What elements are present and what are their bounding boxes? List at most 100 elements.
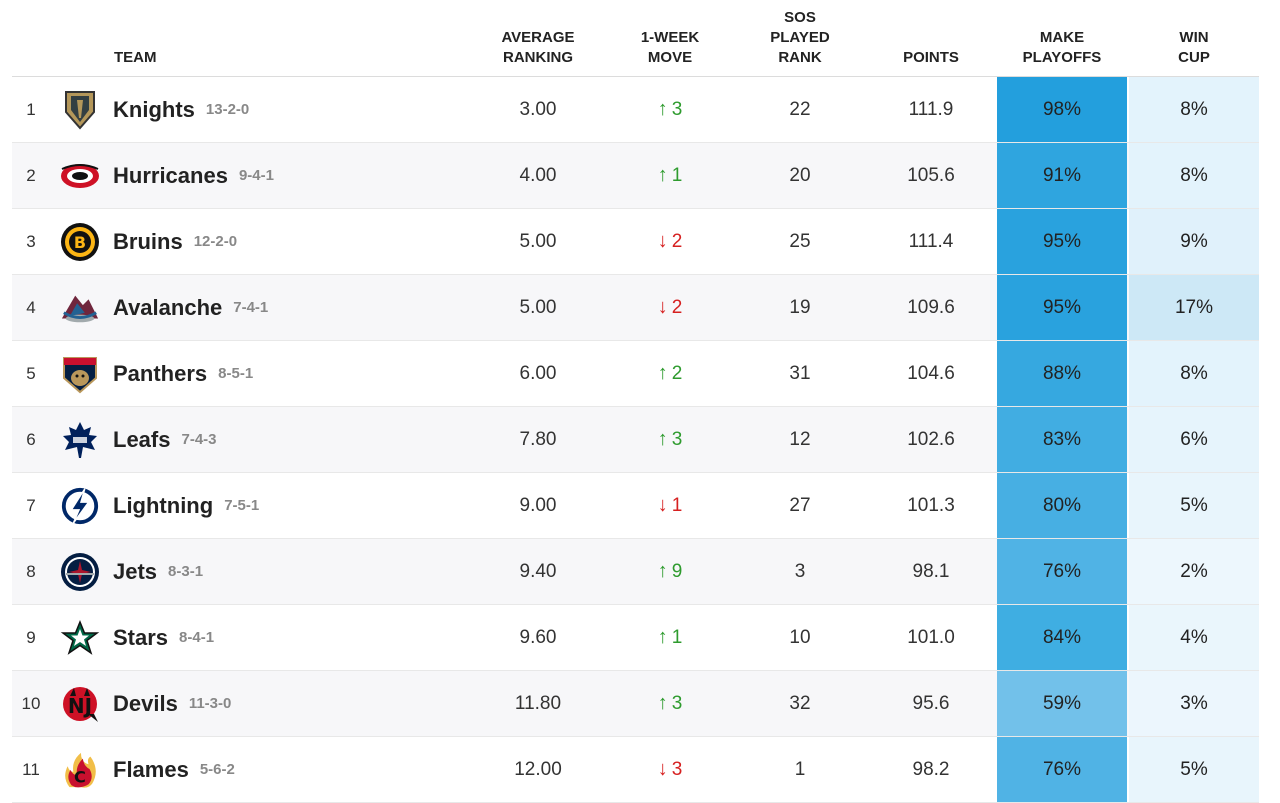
points: 98.2 <box>912 758 950 780</box>
table-row[interactable]: 7 Lightning 7-5-1 9.00 ↓ 1 27 101.3 80% 5% <box>12 473 1259 539</box>
hurricanes-logo-icon <box>60 143 100 208</box>
table-row[interactable]: 4 Avalanche 7-4-1 5.00 ↓ 2 19 109.6 95% 17% <box>12 275 1259 341</box>
rank-number: 4 <box>26 297 36 317</box>
make-playoffs-pct: 76% <box>997 539 1127 604</box>
team-name[interactable]: Bruins <box>113 228 183 254</box>
svg-text:C: C <box>74 767 86 786</box>
table-row[interactable]: 6 Leafs 7-4-3 7.80 ↑ 3 12 102.6 83% 6% <box>12 407 1259 473</box>
move-value: 1 <box>671 164 683 186</box>
average-ranking: 3.00 <box>519 98 557 120</box>
arrow-down-icon: ↓ <box>657 296 668 318</box>
table-row[interactable]: 3 B Bruins 12-2-0 5.00 ↓ 2 25 111.4 95% 9% <box>12 209 1259 275</box>
team-name[interactable]: Knights <box>113 96 195 122</box>
table-row[interactable]: 5 Panthers 8-5-1 6.00 ↑ 2 31 104.6 88% 8% <box>12 341 1259 407</box>
table-body: 1 Knights 13-2-0 3.00 ↑ 3 22 111.9 98% 8% 2 Hurrica… <box>12 77 1259 803</box>
team-name[interactable]: Avalanche <box>113 294 223 320</box>
header-team[interactable]: TEAM <box>114 49 157 66</box>
team-name[interactable]: Lightning <box>113 492 214 518</box>
header-points[interactable]: POINTS <box>903 49 959 66</box>
win-cup-pct: 3% <box>1129 671 1259 736</box>
make-playoffs-pct: 76% <box>997 737 1127 802</box>
team-name[interactable]: Devils <box>113 690 178 716</box>
move-value: 9 <box>671 560 683 582</box>
points: 111.4 <box>908 230 954 252</box>
make-playoffs-pct: 59% <box>997 671 1127 736</box>
table-row[interactable]: 2 Hurricanes 9-4-1 4.00 ↑ 1 20 105.6 91% 8% <box>12 143 1259 209</box>
header-win-cup[interactable]: WIN CUP <box>1178 29 1210 66</box>
points: 105.6 <box>907 164 955 186</box>
rank-number: 5 <box>26 363 36 383</box>
move-value: 1 <box>671 494 683 516</box>
make-playoffs-pct: 95% <box>997 275 1127 340</box>
arrow-up-icon: ↑ <box>657 98 668 120</box>
team-name[interactable]: Flames <box>113 756 189 782</box>
sos-played-rank: 12 <box>789 428 811 450</box>
points: 101.3 <box>907 494 955 516</box>
header-average-ranking[interactable]: AVERAGE RANKING <box>501 29 575 66</box>
table-row[interactable]: 10 NJ Devils 11-3-0 11.80 ↑ 3 32 95.6 59% 3% <box>12 671 1259 737</box>
arrow-up-icon: ↑ <box>657 428 668 450</box>
team-name[interactable]: Stars <box>113 624 169 650</box>
team-name-cell: Bruins 12-2-0 <box>113 209 473 274</box>
bruins-logo-icon: B <box>60 209 100 274</box>
team-name-cell: Panthers 8-5-1 <box>113 341 473 406</box>
team-record: 7-4-1 <box>233 299 269 316</box>
lightning-logo-icon <box>60 473 100 538</box>
make-playoffs-pct: 98% <box>997 77 1127 142</box>
team-record: 11-3-0 <box>188 695 232 712</box>
team-name[interactable]: Jets <box>113 558 158 584</box>
table-row[interactable]: 9 Stars 8-4-1 9.60 ↑ 1 10 101.0 84% 4% <box>12 605 1259 671</box>
header-sos-played-rank[interactable]: SOS PLAYED RANK <box>770 9 830 66</box>
make-playoffs-pct: 91% <box>997 143 1127 208</box>
rank-number: 8 <box>26 561 36 581</box>
arrow-up-icon: ↑ <box>657 164 668 186</box>
win-cup-pct: 8% <box>1129 143 1259 208</box>
rank-number: 10 <box>21 693 41 713</box>
team-name-cell: Jets 8-3-1 <box>113 539 473 604</box>
header-make-playoffs[interactable]: MAKE PLAYOFFS <box>1022 29 1102 66</box>
arrow-up-icon: ↑ <box>657 626 668 648</box>
team-name[interactable]: Hurricanes <box>113 162 228 188</box>
flames-logo-icon: C <box>60 737 100 802</box>
table-header: TEAM AVERAGE RANKING 1-WEEK MOVE SOS PLAYED… <box>12 0 1259 77</box>
arrow-down-icon: ↓ <box>657 230 668 252</box>
jets-logo-icon <box>60 539 100 604</box>
table-row[interactable]: 8 Jets 8-3-1 9.40 ↑ 9 3 98.1 76% 2% <box>12 539 1259 605</box>
team-name[interactable]: Panthers <box>113 360 208 386</box>
week-move: ↑ 1 <box>630 143 710 208</box>
week-move: ↓ 2 <box>630 275 710 340</box>
rank-number: 3 <box>26 231 36 251</box>
average-ranking: 4.00 <box>519 164 557 186</box>
team-record: 7-5-1 <box>224 497 260 514</box>
team-name-cell: Flames 5-6-2 <box>113 737 473 802</box>
svg-text:B: B <box>74 233 86 252</box>
points: 95.6 <box>912 692 950 714</box>
arrow-down-icon: ↓ <box>657 494 668 516</box>
knights-helmet-icon <box>60 77 100 142</box>
week-move: ↑ 9 <box>630 539 710 604</box>
sos-played-rank: 32 <box>789 692 811 714</box>
move-value: 1 <box>671 626 683 648</box>
average-ranking: 5.00 <box>519 296 557 318</box>
team-name-cell: Hurricanes 9-4-1 <box>113 143 473 208</box>
team-record: 5-6-2 <box>199 761 235 778</box>
team-record: 7-4-3 <box>181 431 217 448</box>
average-ranking: 5.00 <box>519 230 557 252</box>
win-cup-pct: 9% <box>1129 209 1259 274</box>
team-name-cell: Devils 11-3-0 <box>113 671 473 736</box>
points: 101.0 <box>907 626 955 648</box>
points: 98.1 <box>912 560 950 582</box>
table-row[interactable]: 1 Knights 13-2-0 3.00 ↑ 3 22 111.9 98% 8% <box>12 77 1259 143</box>
week-move: ↑ 2 <box>630 341 710 406</box>
win-cup-pct: 8% <box>1129 341 1259 406</box>
rank-number: 9 <box>26 627 36 647</box>
move-value: 3 <box>671 692 683 714</box>
arrow-up-icon: ↑ <box>657 560 668 582</box>
header-week-move[interactable]: 1-WEEK MOVE <box>640 29 700 66</box>
table-row[interactable]: 11 C Flames 5-6-2 12.00 ↓ 3 1 98.2 76% 5% <box>12 737 1259 803</box>
rank-number: 2 <box>26 165 36 185</box>
team-name[interactable]: Leafs <box>113 426 171 452</box>
team-name-cell: Lightning 7-5-1 <box>113 473 473 538</box>
week-move: ↑ 1 <box>630 605 710 670</box>
week-move: ↓ 3 <box>630 737 710 802</box>
